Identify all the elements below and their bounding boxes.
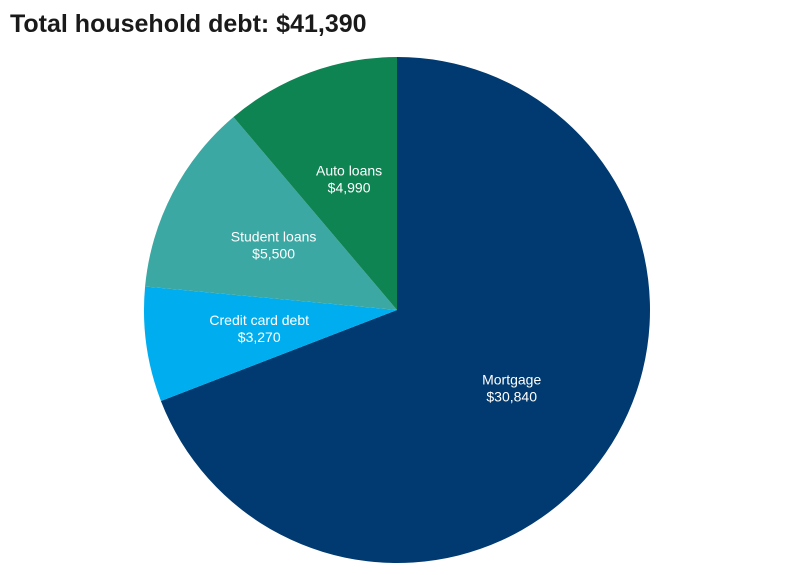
slice-label-name: Mortgage <box>482 372 541 388</box>
slice-label-value: $5,500 <box>252 246 295 262</box>
slice-label-name: Student loans <box>231 229 317 245</box>
slice-label-auto-loans: Auto loans $4,990 <box>316 162 382 195</box>
slice-label-student-loans: Student loans $5,500 <box>231 229 317 262</box>
slice-label-value: $4,990 <box>328 179 371 195</box>
pie-slices <box>143 57 651 563</box>
slice-mortgage <box>160 57 651 563</box>
chart-title: Total household debt: $41,390 <box>10 10 367 38</box>
slice-label-value: $3,270 <box>238 329 281 345</box>
slice-student-loans <box>145 116 397 310</box>
slice-label-value: $30,840 <box>486 389 537 405</box>
slice-label-credit-card-debt: Credit card debt $3,270 <box>209 312 309 345</box>
slice-auto-loans <box>233 57 397 310</box>
slice-label-mortgage: Mortgage $30,840 <box>482 372 541 405</box>
slice-label-name: Auto loans <box>316 162 382 178</box>
pie-labels: Mortgage $30,840 Credit card debt $3,270 Stu… <box>209 162 541 404</box>
slice-credit-card-debt <box>143 286 397 401</box>
slice-label-name: Credit card debt <box>209 312 309 328</box>
